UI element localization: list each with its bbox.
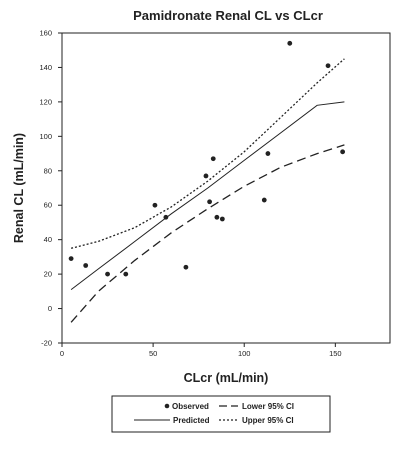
observed-point	[219, 216, 225, 222]
observed-point	[163, 214, 169, 220]
chart-title: Pamidronate Renal CL vs CLcr	[133, 8, 323, 23]
observed-point	[287, 40, 293, 46]
y-tick-label: 80	[44, 166, 52, 175]
observed-point	[152, 202, 158, 208]
observed-point	[325, 63, 331, 69]
observed-points	[68, 40, 346, 277]
legend-predicted-label: Predicted	[173, 416, 210, 425]
x-tick-label: 100	[238, 349, 251, 358]
legend: Observed Lower 95% CI Predicted Upper 95…	[111, 395, 331, 433]
y-tick-label: 40	[44, 235, 52, 244]
observed-point	[207, 199, 213, 205]
legend-upper-ci-label: Upper 95% CI	[242, 416, 294, 425]
observed-point	[83, 263, 89, 268]
x-tick-label: 150	[329, 349, 342, 358]
legend-box	[111, 395, 331, 433]
upper-95-ci-line	[70, 58, 345, 249]
observed-point	[214, 214, 220, 220]
y-tick-label: 60	[44, 201, 52, 210]
legend-lower-ci-label: Lower 95% CI	[242, 402, 294, 411]
series-lines	[70, 58, 345, 323]
observed-point	[265, 151, 271, 156]
observed-point	[68, 256, 74, 262]
x-tick-label: 0	[60, 349, 64, 358]
observed-point	[105, 271, 110, 277]
y-tick-label: 20	[44, 270, 52, 279]
y-tick-label: 160	[39, 29, 52, 38]
observed-point	[183, 264, 189, 270]
y-tick-label: 0	[48, 304, 52, 313]
y-tick-label: 120	[39, 97, 52, 106]
y-axis-label: Renal CL (mL/min)	[12, 133, 26, 243]
observed-point	[210, 156, 216, 162]
plot-frame	[61, 32, 391, 344]
x-tick-label: 50	[149, 349, 157, 358]
y-tick-label: 100	[39, 132, 52, 141]
x-axis-label: CLcr (mL/min)	[184, 371, 269, 385]
observed-point	[123, 271, 129, 277]
predicted-line	[70, 101, 345, 290]
axis-ticks: -20 0 20 40 60 80 100 120 140 160 0 50 100 150	[39, 29, 341, 359]
y-tick-label: -20	[41, 339, 52, 348]
observed-point	[261, 197, 267, 203]
observed-point	[203, 173, 209, 179]
y-tick-label: 140	[39, 63, 52, 72]
lower-95-ci-line	[70, 144, 345, 323]
observed-point	[340, 149, 346, 155]
legend-observed-label: Observed	[172, 402, 209, 411]
legend-observed-marker	[164, 403, 170, 409]
